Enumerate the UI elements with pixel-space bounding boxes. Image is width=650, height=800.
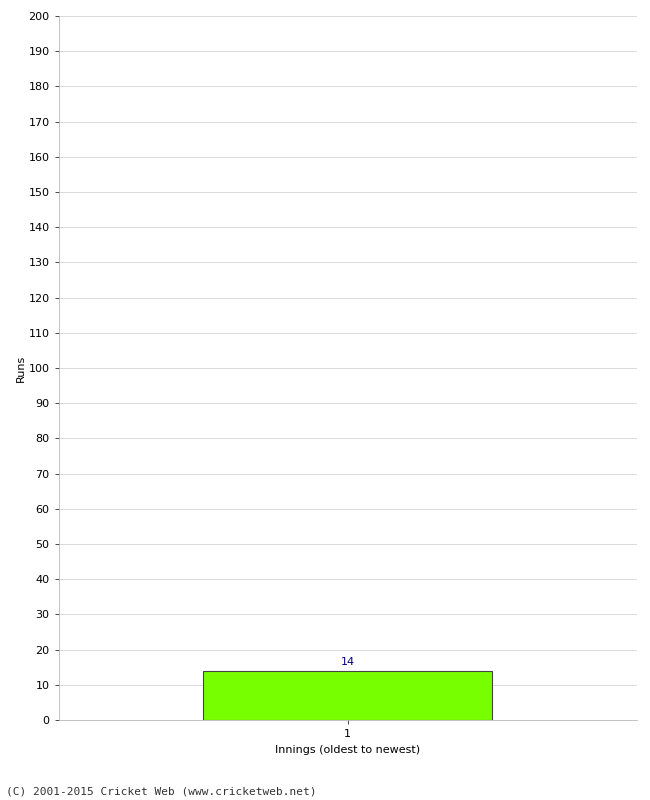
Text: (C) 2001-2015 Cricket Web (www.cricketweb.net): (C) 2001-2015 Cricket Web (www.cricketwe…	[6, 786, 317, 796]
Text: 14: 14	[341, 658, 355, 667]
X-axis label: Innings (oldest to newest): Innings (oldest to newest)	[275, 745, 421, 754]
Y-axis label: Runs: Runs	[16, 354, 25, 382]
Bar	[203, 670, 493, 720]
